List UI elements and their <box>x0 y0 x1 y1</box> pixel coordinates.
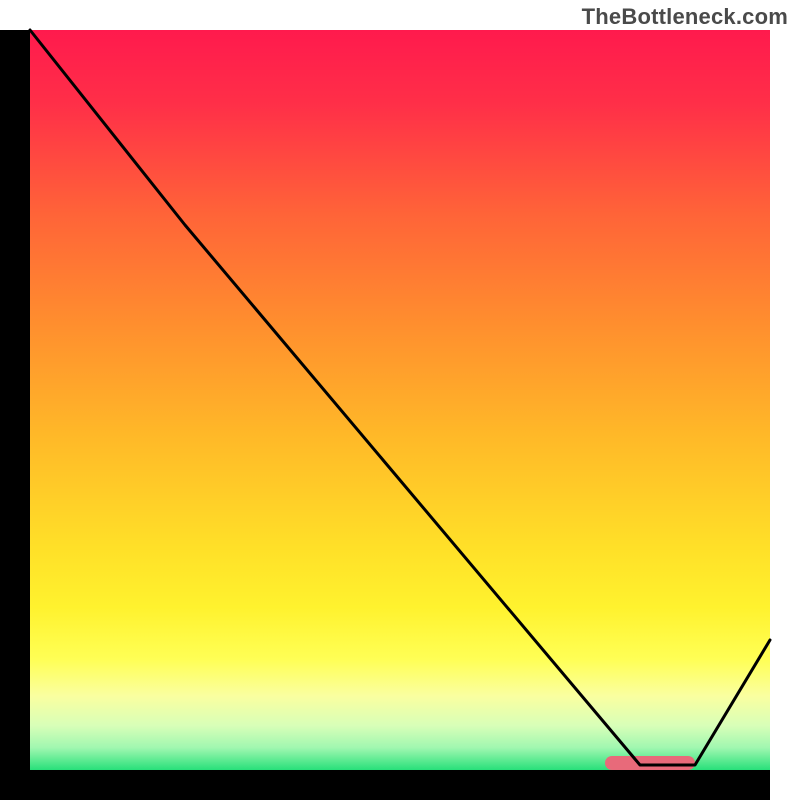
bottleneck-plot <box>0 0 800 800</box>
y-axis-band <box>0 30 30 800</box>
chart-container: TheBottleneck.com <box>0 0 800 800</box>
minimum-marker <box>605 756 695 770</box>
gradient-background <box>30 30 770 770</box>
x-axis-band <box>0 770 770 800</box>
